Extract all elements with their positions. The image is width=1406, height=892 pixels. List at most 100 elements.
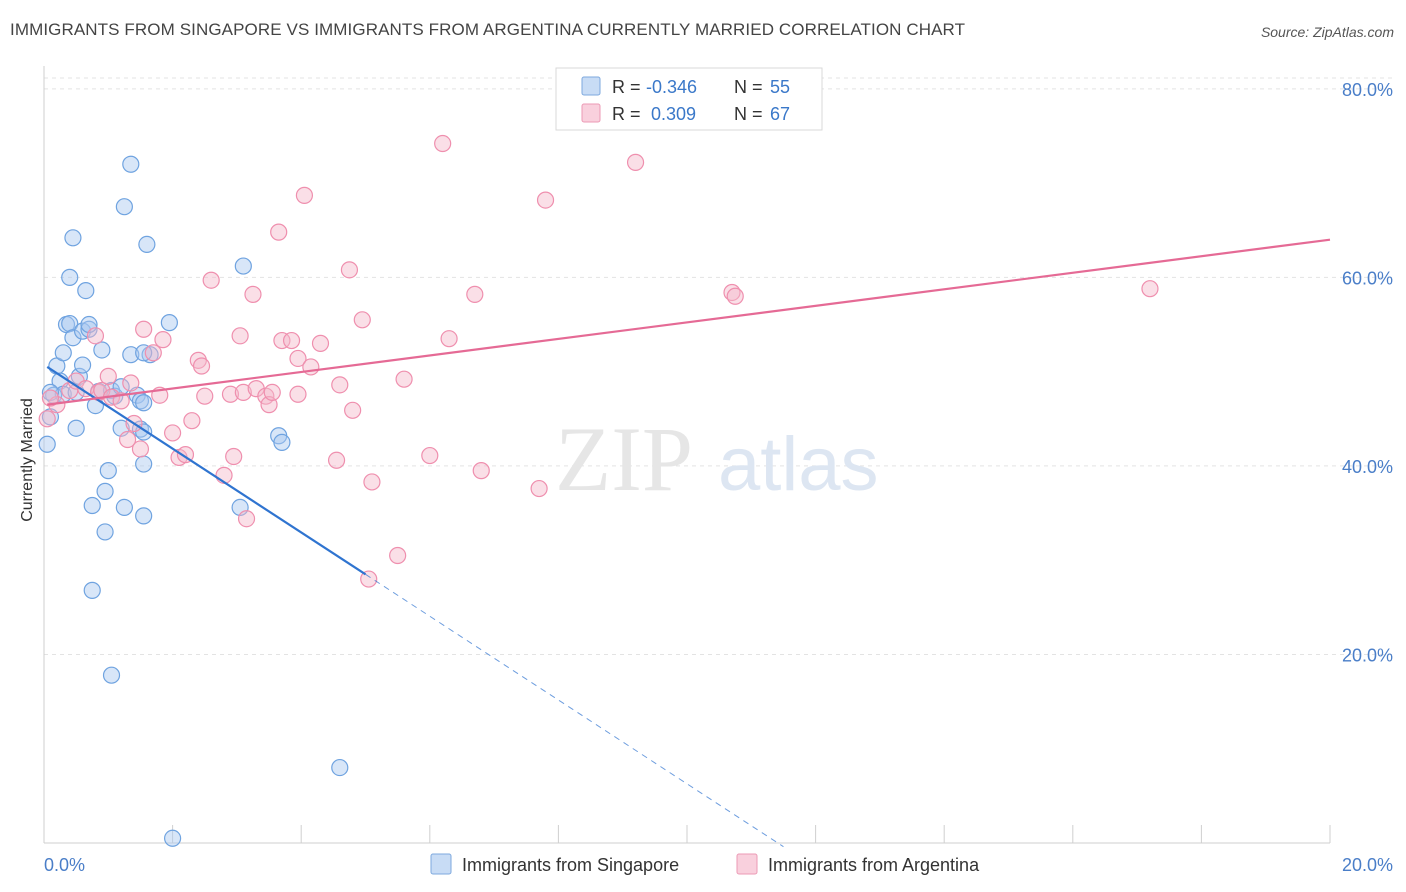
point-argentina [311, 334, 330, 352]
chart-title: IMMIGRANTS FROM SINGAPORE VS IMMIGRANTS … [10, 20, 966, 39]
point-argentina [118, 430, 137, 449]
point-argentina [86, 327, 105, 345]
point-argentina [41, 389, 60, 407]
point-singapore [164, 829, 182, 847]
point-argentina [536, 191, 555, 209]
point-argentina [389, 546, 407, 565]
point-argentina [99, 367, 117, 385]
point-argentina [340, 261, 359, 279]
point-singapore [64, 329, 82, 347]
y-tick-label: 80.0% [1342, 80, 1393, 100]
point-argentina [282, 331, 301, 350]
point-argentina [440, 330, 458, 348]
point-argentina [237, 510, 256, 528]
point-singapore [38, 435, 56, 453]
legend-n-label-2: N = [734, 104, 763, 124]
legend-swatch-singapore [581, 76, 601, 96]
legend-box: R = -0.346 N = 55 R = 0.309 N = 67 [555, 67, 823, 131]
point-argentina [289, 385, 307, 403]
bottom-legend-swatch-singapore [430, 853, 452, 875]
point-singapore [83, 581, 101, 599]
legend-n-value-2: 67 [770, 104, 790, 124]
y-tick-label: 60.0% [1342, 268, 1393, 288]
data-points [38, 134, 1159, 847]
point-singapore [135, 344, 153, 362]
point-singapore [93, 341, 111, 359]
point-argentina [331, 376, 349, 394]
trend-line-singapore-extension [365, 573, 784, 848]
point-singapore [102, 666, 121, 684]
point-argentina [295, 186, 314, 204]
point-argentina [421, 446, 439, 465]
point-singapore [61, 314, 79, 333]
point-argentina [289, 349, 307, 368]
watermark-zip: ZIP [555, 408, 693, 510]
point-argentina [225, 447, 243, 466]
chart-source: Source: ZipAtlas.com [1260, 24, 1394, 40]
point-argentina [466, 285, 484, 303]
bottom-legend-label-singapore: Immigrants from Singapore [462, 855, 679, 875]
point-singapore [234, 257, 252, 275]
point-singapore [96, 482, 114, 500]
point-singapore [122, 155, 140, 173]
point-argentina [131, 440, 150, 458]
point-argentina [353, 311, 371, 329]
point-argentina [196, 387, 214, 405]
point-singapore [77, 281, 95, 300]
trend-lines [46, 238, 1331, 848]
x-tick-label: 20.0% [1342, 855, 1393, 875]
point-argentina [344, 401, 362, 419]
point-argentina [164, 424, 182, 442]
trend-line-singapore [46, 366, 367, 576]
point-argentina [154, 331, 172, 349]
point-singapore [73, 322, 92, 340]
watermark: ZIP atlas [555, 408, 879, 510]
point-argentina [270, 223, 288, 241]
point-singapore [135, 394, 153, 412]
tick-labels: 20.0% 40.0% 60.0% 80.0% 0.0% 20.0% [44, 80, 1393, 875]
y-tick-label: 20.0% [1342, 645, 1393, 665]
point-argentina [38, 410, 56, 428]
point-argentina [530, 479, 548, 498]
x-tick-label: 0.0% [44, 855, 85, 875]
point-argentina [192, 357, 211, 375]
point-singapore [135, 507, 153, 525]
bottom-legend-swatch-argentina [736, 853, 758, 875]
legend-swatch-argentina [581, 103, 601, 123]
point-singapore [122, 346, 140, 364]
point-argentina [263, 383, 281, 401]
point-singapore [67, 419, 85, 437]
y-tick-label: 40.0% [1342, 457, 1393, 477]
point-argentina [363, 473, 381, 491]
point-argentina [626, 153, 645, 171]
point-argentina [231, 327, 249, 345]
legend-r-value-2: 0.309 [646, 104, 696, 124]
legend-r-label-1: R = [612, 77, 641, 97]
point-argentina [1141, 280, 1159, 298]
point-argentina [327, 451, 346, 469]
point-singapore [61, 268, 79, 286]
legend-n-value-1: 55 [770, 77, 790, 97]
point-argentina [273, 331, 291, 350]
point-singapore [273, 433, 291, 451]
point-singapore [138, 235, 156, 253]
point-singapore [54, 344, 72, 362]
point-singapore [99, 462, 117, 480]
point-argentina [183, 412, 201, 430]
legend-r-label-2: R = [612, 104, 641, 124]
point-argentina [144, 344, 162, 362]
point-singapore [96, 523, 114, 541]
point-singapore [64, 229, 82, 247]
point-argentina [221, 385, 240, 403]
point-singapore [160, 314, 178, 332]
grid-lines [44, 77, 1393, 655]
point-argentina [472, 462, 490, 480]
watermark-atlas: atlas [718, 422, 879, 507]
point-argentina [395, 370, 413, 388]
axes [43, 66, 1331, 844]
trend-line-argentina [47, 238, 1331, 406]
point-singapore [115, 198, 133, 216]
bottom-legend: Immigrants from Singapore Immigrants fro… [430, 853, 980, 875]
point-argentina [122, 374, 140, 392]
